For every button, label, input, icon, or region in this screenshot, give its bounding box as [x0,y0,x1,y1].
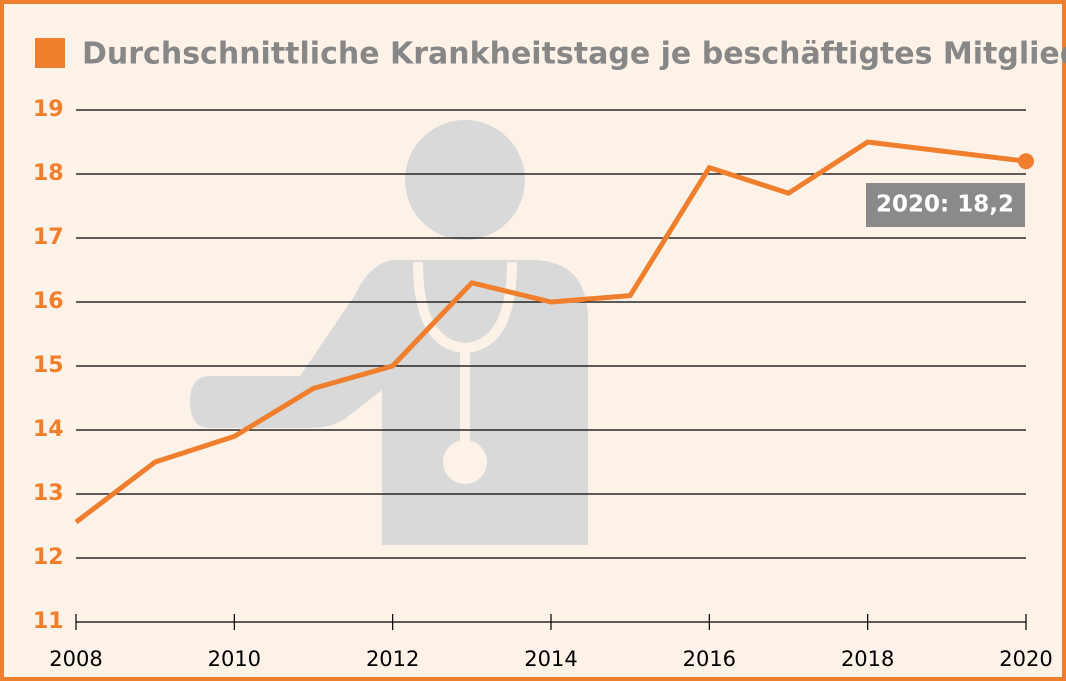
x-tick-label: 2010 [208,647,261,671]
x-tick-label: 2018 [841,647,894,671]
x-tick-label: 2016 [683,647,736,671]
y-tick-label: 19 [33,97,64,122]
y-tick-label: 13 [33,481,64,506]
y-tick-label: 16 [33,289,64,314]
x-tick-label: 2020 [999,647,1052,671]
y-tick-label: 18 [33,161,64,186]
chart-title: Durchschnittliche Krankheitstage je besc… [82,37,1066,72]
y-tick-label: 12 [33,545,64,570]
chart: Durchschnittliche Krankheitstage je besc… [0,0,1066,681]
end-point [1018,153,1034,169]
title-marker [35,38,65,68]
x-tick-label: 2008 [49,647,102,671]
annotation: 2020: 18,2 [876,192,1014,218]
y-tick-label: 11 [33,609,64,634]
y-tick-label: 17 [33,225,64,250]
x-tick-label: 2012 [366,647,419,671]
y-tick-label: 14 [33,417,64,442]
stethoscope-head [443,440,487,484]
y-tick-label: 15 [33,353,64,378]
x-tick-label: 2014 [524,647,577,671]
